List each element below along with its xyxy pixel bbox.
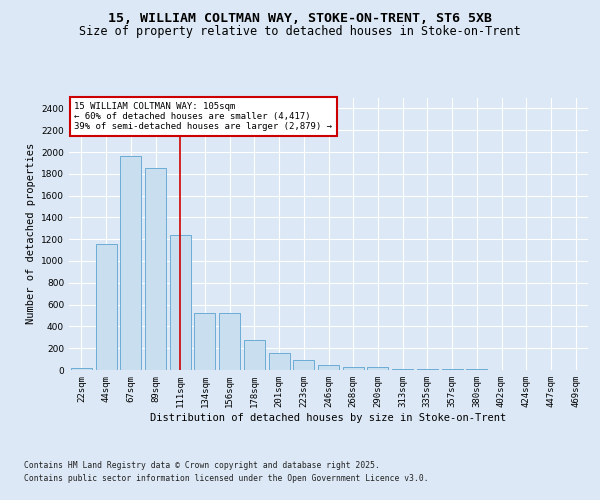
Bar (318, 365, 339, 370)
Bar (194, 314, 215, 370)
Bar (244, 340, 265, 370)
Bar (120, 156, 141, 370)
Text: 15 WILLIAM COLTMAN WAY: 105sqm
← 60% of detached houses are smaller (4,417)
39% : 15 WILLIAM COLTMAN WAY: 105sqm ← 60% of … (74, 102, 332, 132)
Bar (269, 353, 290, 370)
Bar (367, 367, 388, 370)
Bar (95, 244, 116, 370)
Bar (293, 360, 314, 370)
Bar (71, 368, 92, 370)
Text: 15, WILLIAM COLTMAN WAY, STOKE-ON-TRENT, ST6 5XB: 15, WILLIAM COLTMAN WAY, STOKE-ON-TRENT,… (108, 12, 492, 26)
Text: Contains public sector information licensed under the Open Government Licence v3: Contains public sector information licen… (24, 474, 428, 483)
Bar (170, 235, 191, 370)
X-axis label: Distribution of detached houses by size in Stoke-on-Trent: Distribution of detached houses by size … (151, 412, 506, 422)
Text: Size of property relative to detached houses in Stoke-on-Trent: Size of property relative to detached ho… (79, 25, 521, 38)
Bar (219, 314, 240, 370)
Text: Contains HM Land Registry data © Crown copyright and database right 2025.: Contains HM Land Registry data © Crown c… (24, 461, 380, 470)
Y-axis label: Number of detached properties: Number of detached properties (26, 143, 35, 324)
Bar (392, 369, 413, 370)
Bar (417, 369, 438, 370)
Bar (343, 366, 364, 370)
Bar (145, 168, 166, 370)
